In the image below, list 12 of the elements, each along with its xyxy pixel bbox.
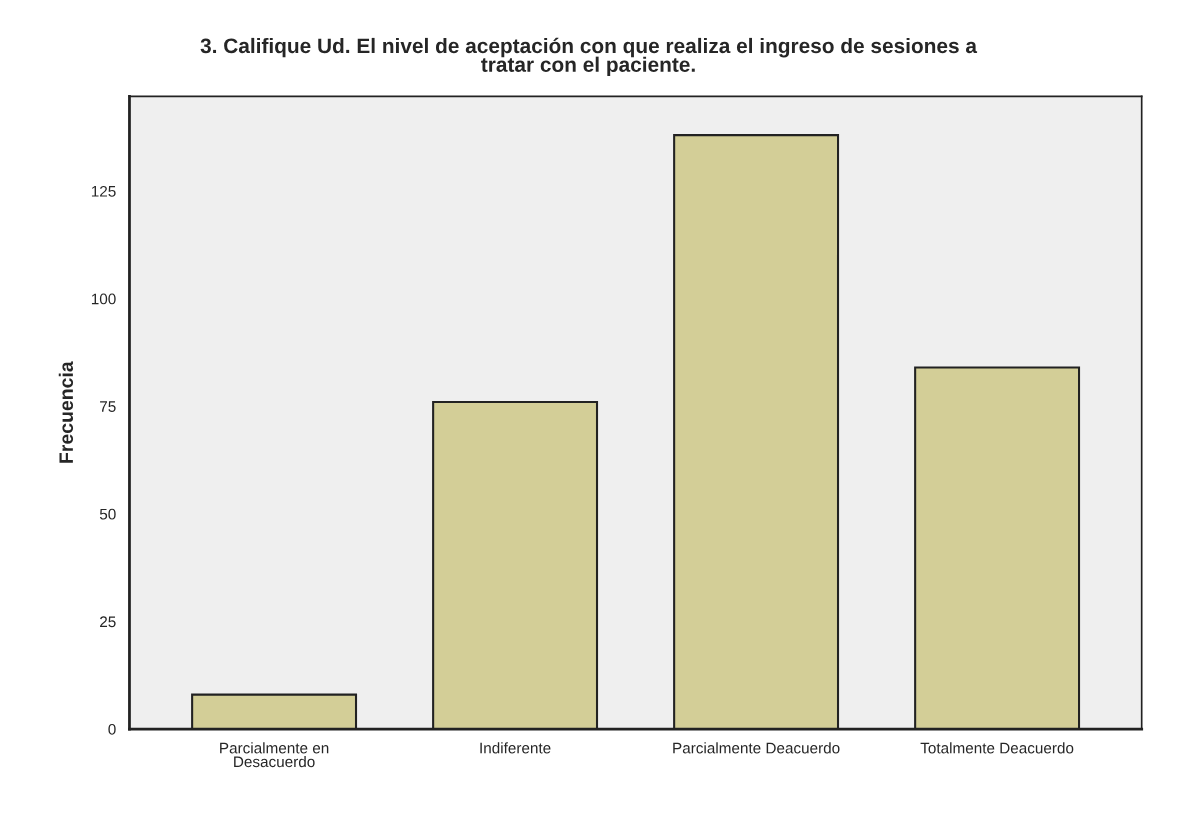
x-tick-label: Parcialmente en Desacuerdo: [220, 742, 329, 768]
y-tick-label: 75: [100, 401, 116, 412]
x-tick-label: Parcialmente Deacuerdo: [673, 742, 840, 754]
y-tick-label: 0: [108, 723, 116, 735]
y-tick-label: 25: [100, 616, 116, 628]
y-axis-title: Frecuencia: [58, 361, 74, 463]
chart-title: 3. Califique Ud. El nivel de aceptación con que realiza el ingreso de sesiones a tratar con el paciente.: [200, 37, 978, 77]
y-tick-label: 125: [91, 185, 116, 197]
x-tick-label: Totalmente Deacuerdo: [920, 742, 1074, 754]
y-tick-label: 50: [99, 508, 116, 520]
x-tick-label: Indiferente: [480, 742, 551, 754]
y-tick-label: 100: [91, 293, 116, 305]
